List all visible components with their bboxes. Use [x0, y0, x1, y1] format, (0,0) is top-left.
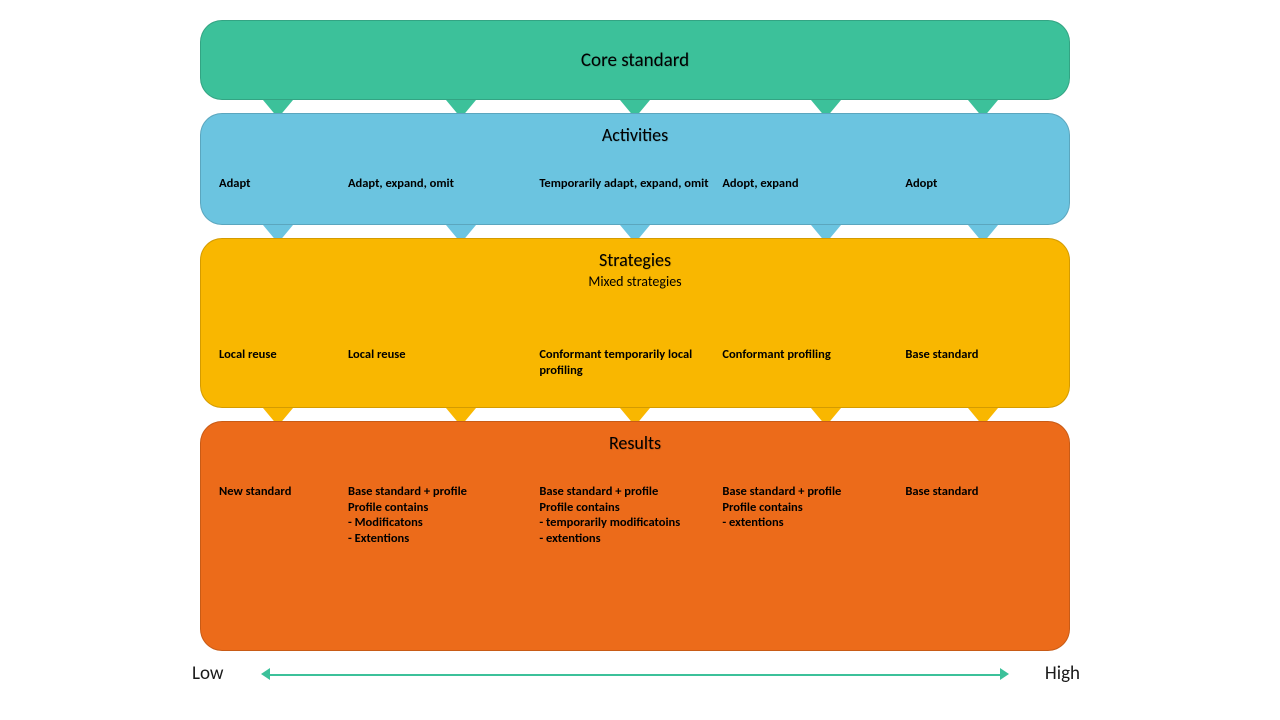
core-standard-block: Core standard [200, 20, 1070, 100]
column-line: Base standard [905, 484, 1051, 500]
column-item: Base standard [905, 347, 1051, 378]
column-item: Base standard + profileProfile contains-… [539, 484, 722, 547]
column-line: New standard [219, 484, 340, 500]
strategies-subtitle: Mixed strategies [201, 273, 1069, 290]
results-title: Results [201, 422, 1069, 454]
axis-line [270, 674, 1001, 676]
column-line: - extentions [539, 531, 714, 547]
results-columns: New standardBase standard + profileProfi… [201, 484, 1069, 547]
column-line: Conformant profiling [722, 347, 897, 363]
column-item: Temporarily adapt, expand, omit [539, 176, 722, 192]
column-item: Adapt [219, 176, 348, 192]
column-line: Local reuse [348, 347, 531, 363]
column-line: Profile contains [539, 500, 714, 516]
column-line: Adapt, expand, omit [348, 176, 531, 192]
activities-title: Activities [201, 114, 1069, 146]
column-line: Adapt [219, 176, 340, 192]
column-line: Adopt [905, 176, 1051, 192]
column-item: Local reuse [348, 347, 539, 378]
core-standard-title: Core standard [201, 21, 1069, 72]
column-line: Base standard + profile [722, 484, 897, 500]
column-line: - temporarily modificatoins [539, 515, 714, 531]
column-item: Local reuse [219, 347, 348, 378]
axis-arrow-left-icon [261, 668, 270, 680]
column-item: Adopt [905, 176, 1051, 192]
activities-columns: Adapt Adapt, expand, omit Temporarily adap… [201, 176, 1069, 192]
column-line: - Extentions [348, 531, 531, 547]
strategies-block: Strategies Mixed strategies Local reuseL… [200, 238, 1070, 408]
column-line: - Modificatons [348, 515, 531, 531]
column-line: Local reuse [219, 347, 340, 363]
column-item: Adapt, expand, omit [348, 176, 539, 192]
column-line: Temporarily adapt, expand, omit [539, 176, 714, 192]
column-line: Profile contains [348, 500, 531, 516]
column-item: Base standard + profileProfile contains-… [348, 484, 539, 547]
column-line: Profile contains [722, 500, 897, 516]
column-item: Adopt, expand [722, 176, 905, 192]
column-line: Adopt, expand [722, 176, 897, 192]
column-line: Base standard + profile [348, 484, 531, 500]
results-block: Results New standard Base standard + prof… [200, 421, 1070, 651]
strategies-title: Strategies [201, 239, 1069, 271]
column-line: Conformant temporarily local profiling [539, 347, 714, 378]
column-line: Base standard + profile [539, 484, 714, 500]
column-item: New standard [219, 484, 348, 547]
axis-high-label: High [1045, 662, 1080, 685]
column-item: Conformant profiling [722, 347, 905, 378]
axis-arrow-right-icon [1000, 668, 1009, 680]
column-line: - extentions [722, 515, 897, 531]
strategies-columns: Local reuse Local reuse Conformant tempora… [201, 347, 1069, 378]
column-item: Base standard [905, 484, 1051, 547]
column-line: Base standard [905, 347, 1051, 363]
low-high-axis: Low High [200, 664, 1070, 688]
activities-block: Activities Adapt Adapt, expand, omit Tempo… [200, 113, 1070, 225]
axis-low-label: Low [192, 662, 224, 685]
column-item: Base standard + profileProfile contains-… [722, 484, 905, 547]
column-item: Conformant temporarily local profiling [539, 347, 722, 378]
